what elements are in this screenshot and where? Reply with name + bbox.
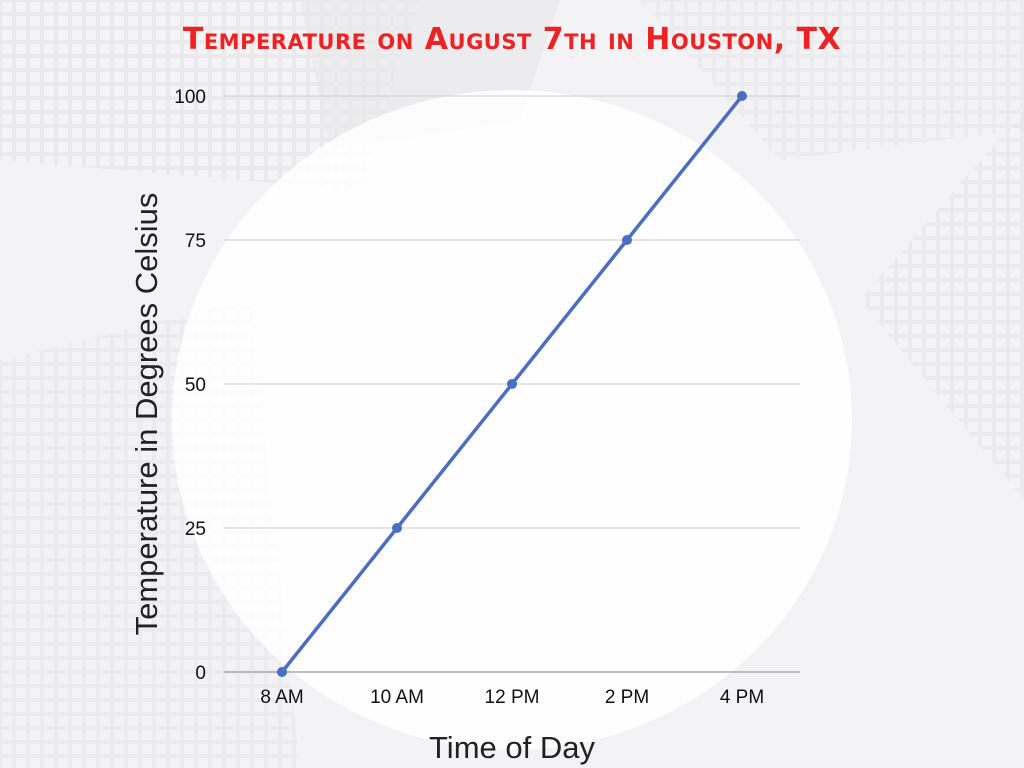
y-tick-label: 25 [185, 519, 206, 540]
data-point [507, 379, 517, 389]
x-tick-label: 2 PM [605, 687, 649, 708]
y-tick-label: 50 [185, 375, 206, 396]
x-tick-label: 4 PM [720, 687, 764, 708]
chart-title: Temperature on August 7th in Houston, TX [182, 22, 842, 57]
x-tick-label: 8 AM [260, 687, 303, 708]
x-axis-title: Time of Day [429, 730, 595, 765]
y-axis-title: Temperature in Degrees Celsius [129, 193, 164, 636]
data-point [392, 523, 402, 533]
series-layer [277, 91, 747, 677]
data-point [737, 91, 747, 101]
y-axis-ticks: 0 25 50 75 100 [174, 87, 206, 684]
x-tick-label: 10 AM [370, 687, 424, 708]
data-point [622, 235, 632, 245]
x-axis-ticks: 8 AM 10 AM 12 PM 2 PM 4 PM [260, 687, 764, 708]
data-point [277, 667, 287, 677]
y-tick-label: 100 [174, 87, 206, 108]
y-tick-label: 0 [195, 663, 206, 684]
x-tick-label: 12 PM [485, 687, 540, 708]
y-tick-label: 75 [185, 231, 206, 252]
